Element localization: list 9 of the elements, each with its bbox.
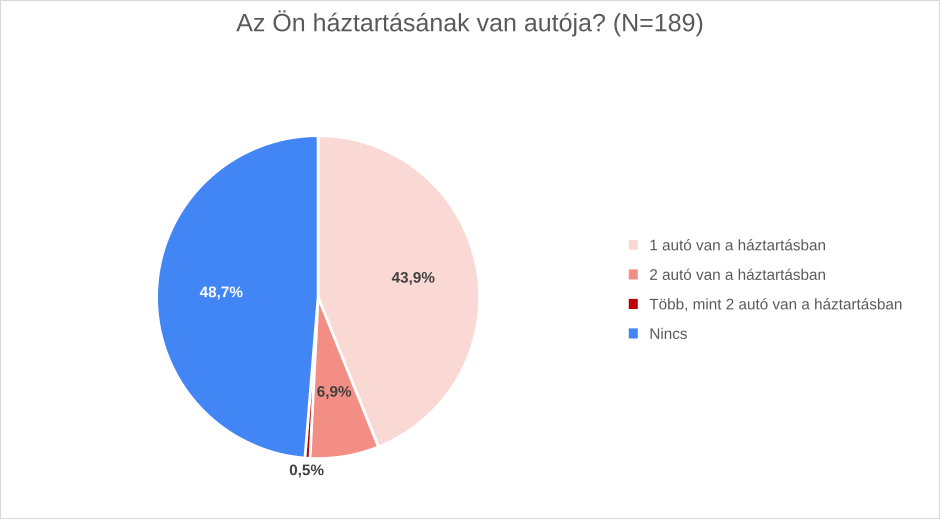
legend-label: 1 autó van a háztartásban: [650, 239, 825, 250]
data-label: 43,9%: [392, 272, 434, 285]
legend-label: 2 autó van a háztartásban: [650, 268, 825, 280]
data-label: 0,5%: [290, 464, 324, 478]
legend-label: Nincs: [650, 328, 687, 340]
data-label: 48,7%: [200, 286, 243, 300]
chart-title: Az Ön háztartásának van autója? (N=189): [236, 10, 702, 36]
legend-label: Több, mint 2 autó van a háztartásban: [650, 298, 902, 312]
data-label: 6,9%: [317, 386, 352, 400]
